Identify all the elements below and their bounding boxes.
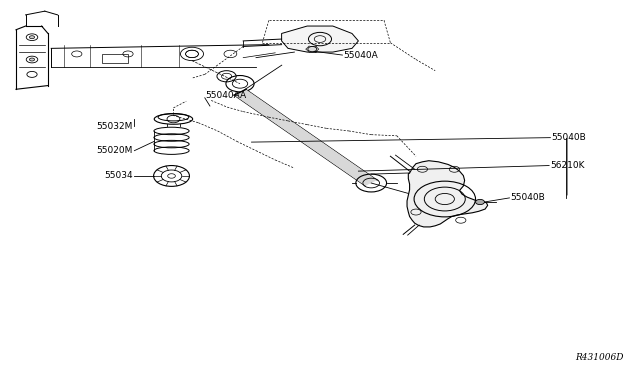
Circle shape — [29, 36, 35, 39]
Text: 55040B: 55040B — [511, 193, 545, 202]
Bar — [102, 54, 128, 63]
Text: 55040A: 55040A — [344, 51, 378, 60]
Circle shape — [308, 46, 317, 52]
Text: 55040AA: 55040AA — [205, 92, 246, 100]
Text: 56210K: 56210K — [550, 161, 585, 170]
Polygon shape — [407, 161, 488, 227]
Text: 55032M: 55032M — [97, 122, 133, 131]
Circle shape — [29, 58, 35, 61]
Text: R431006D: R431006D — [575, 353, 624, 362]
Polygon shape — [234, 89, 377, 186]
Text: 55040B: 55040B — [552, 133, 586, 142]
Text: 55020M: 55020M — [97, 146, 133, 155]
Text: 55034: 55034 — [104, 171, 133, 180]
Circle shape — [476, 199, 484, 205]
Polygon shape — [282, 26, 358, 52]
